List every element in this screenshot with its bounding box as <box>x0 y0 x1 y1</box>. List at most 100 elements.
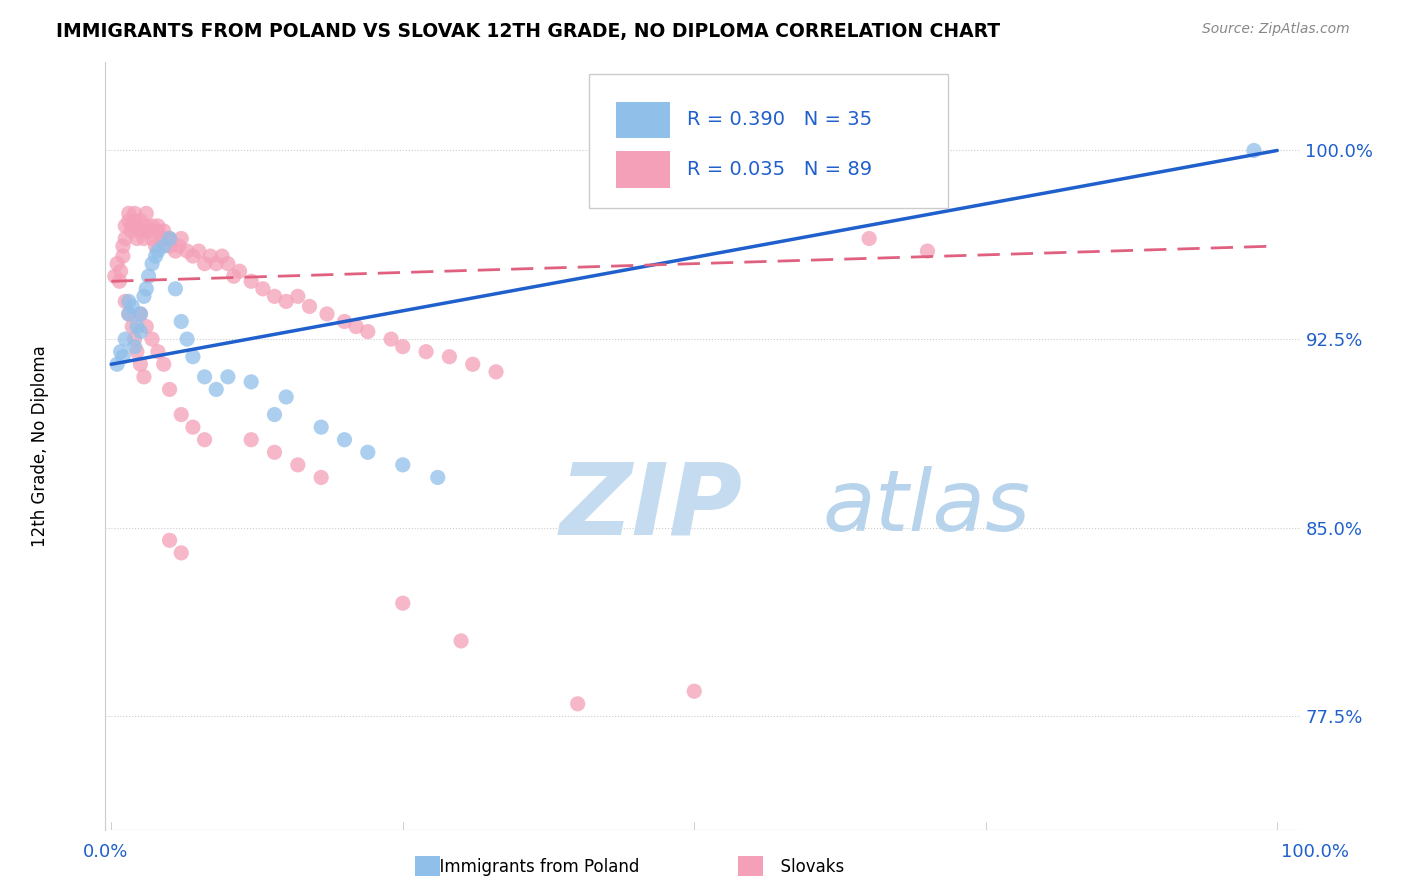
Point <box>146 344 169 359</box>
Point <box>124 332 146 346</box>
Point <box>110 264 132 278</box>
Point <box>135 282 157 296</box>
Point <box>439 350 461 364</box>
Text: Slovaks: Slovaks <box>770 858 845 876</box>
Point <box>114 219 136 233</box>
Point <box>152 239 174 253</box>
Point <box>344 319 367 334</box>
Point <box>159 383 181 397</box>
Point <box>125 319 148 334</box>
Bar <box>738 856 763 876</box>
Point <box>105 257 128 271</box>
Point <box>105 357 128 371</box>
Point <box>141 231 163 245</box>
Point <box>683 684 706 698</box>
Point <box>287 289 309 303</box>
Point <box>287 458 309 472</box>
Point <box>263 408 285 422</box>
Point <box>114 332 136 346</box>
Text: 100.0%: 100.0% <box>1281 843 1348 861</box>
Point <box>159 533 181 548</box>
Point <box>156 231 179 245</box>
Point <box>146 244 169 258</box>
Point <box>298 300 321 314</box>
Point <box>176 332 198 346</box>
Point <box>141 332 163 346</box>
Point <box>181 249 204 263</box>
Text: Source: ZipAtlas.com: Source: ZipAtlas.com <box>1202 22 1350 37</box>
Point <box>121 219 143 233</box>
Point <box>170 314 193 328</box>
Point <box>124 206 146 220</box>
Point <box>110 344 132 359</box>
Point <box>146 219 169 233</box>
Point <box>240 274 263 288</box>
Point <box>129 307 152 321</box>
Point <box>114 231 136 245</box>
Point <box>149 231 172 245</box>
Point <box>263 445 285 459</box>
Text: 12th Grade, No Diploma: 12th Grade, No Diploma <box>31 345 49 547</box>
Point <box>141 219 163 233</box>
Point <box>125 231 148 245</box>
Text: 0.0%: 0.0% <box>83 843 128 861</box>
Point <box>1243 144 1265 158</box>
Point <box>138 224 160 238</box>
Point <box>217 257 239 271</box>
Point <box>181 420 204 434</box>
Point <box>357 445 380 459</box>
Point <box>118 206 141 220</box>
Point <box>111 249 134 263</box>
Point <box>141 257 163 271</box>
Point <box>120 224 142 238</box>
Point <box>391 458 413 472</box>
Point <box>240 375 263 389</box>
Bar <box>616 102 669 138</box>
Point <box>187 244 209 258</box>
Point <box>357 325 380 339</box>
Point <box>391 340 413 354</box>
Point <box>167 239 190 253</box>
Point <box>391 596 413 610</box>
Point <box>129 357 152 371</box>
Point <box>917 244 939 258</box>
Point <box>138 269 160 284</box>
Point <box>118 307 141 321</box>
Point <box>108 274 131 288</box>
Point <box>211 249 233 263</box>
Point <box>135 219 157 233</box>
Point <box>415 344 437 359</box>
Point <box>222 269 245 284</box>
Point <box>111 239 134 253</box>
Point <box>145 249 167 263</box>
Point <box>193 369 215 384</box>
Point <box>159 231 181 245</box>
Point <box>125 219 148 233</box>
Point <box>121 319 143 334</box>
Point <box>461 357 484 371</box>
Point <box>132 369 155 384</box>
Point <box>132 289 155 303</box>
Point <box>276 294 298 309</box>
Point <box>165 282 187 296</box>
Text: Immigrants from Poland: Immigrants from Poland <box>429 858 640 876</box>
Point <box>176 244 198 258</box>
Point <box>124 214 146 228</box>
Point <box>146 224 169 238</box>
Point <box>567 697 589 711</box>
Point <box>135 319 157 334</box>
Point <box>217 369 239 384</box>
Point <box>118 307 141 321</box>
Point <box>309 420 332 434</box>
Text: R = 0.390   N = 35: R = 0.390 N = 35 <box>688 111 873 129</box>
Point <box>193 433 215 447</box>
Point <box>111 350 134 364</box>
Point <box>104 269 127 284</box>
Point <box>159 239 181 253</box>
Point <box>129 224 152 238</box>
Point <box>252 282 274 296</box>
Point <box>205 383 228 397</box>
Point <box>181 350 204 364</box>
Point <box>118 214 141 228</box>
Text: IMMIGRANTS FROM POLAND VS SLOVAK 12TH GRADE, NO DIPLOMA CORRELATION CHART: IMMIGRANTS FROM POLAND VS SLOVAK 12TH GR… <box>56 22 1000 41</box>
